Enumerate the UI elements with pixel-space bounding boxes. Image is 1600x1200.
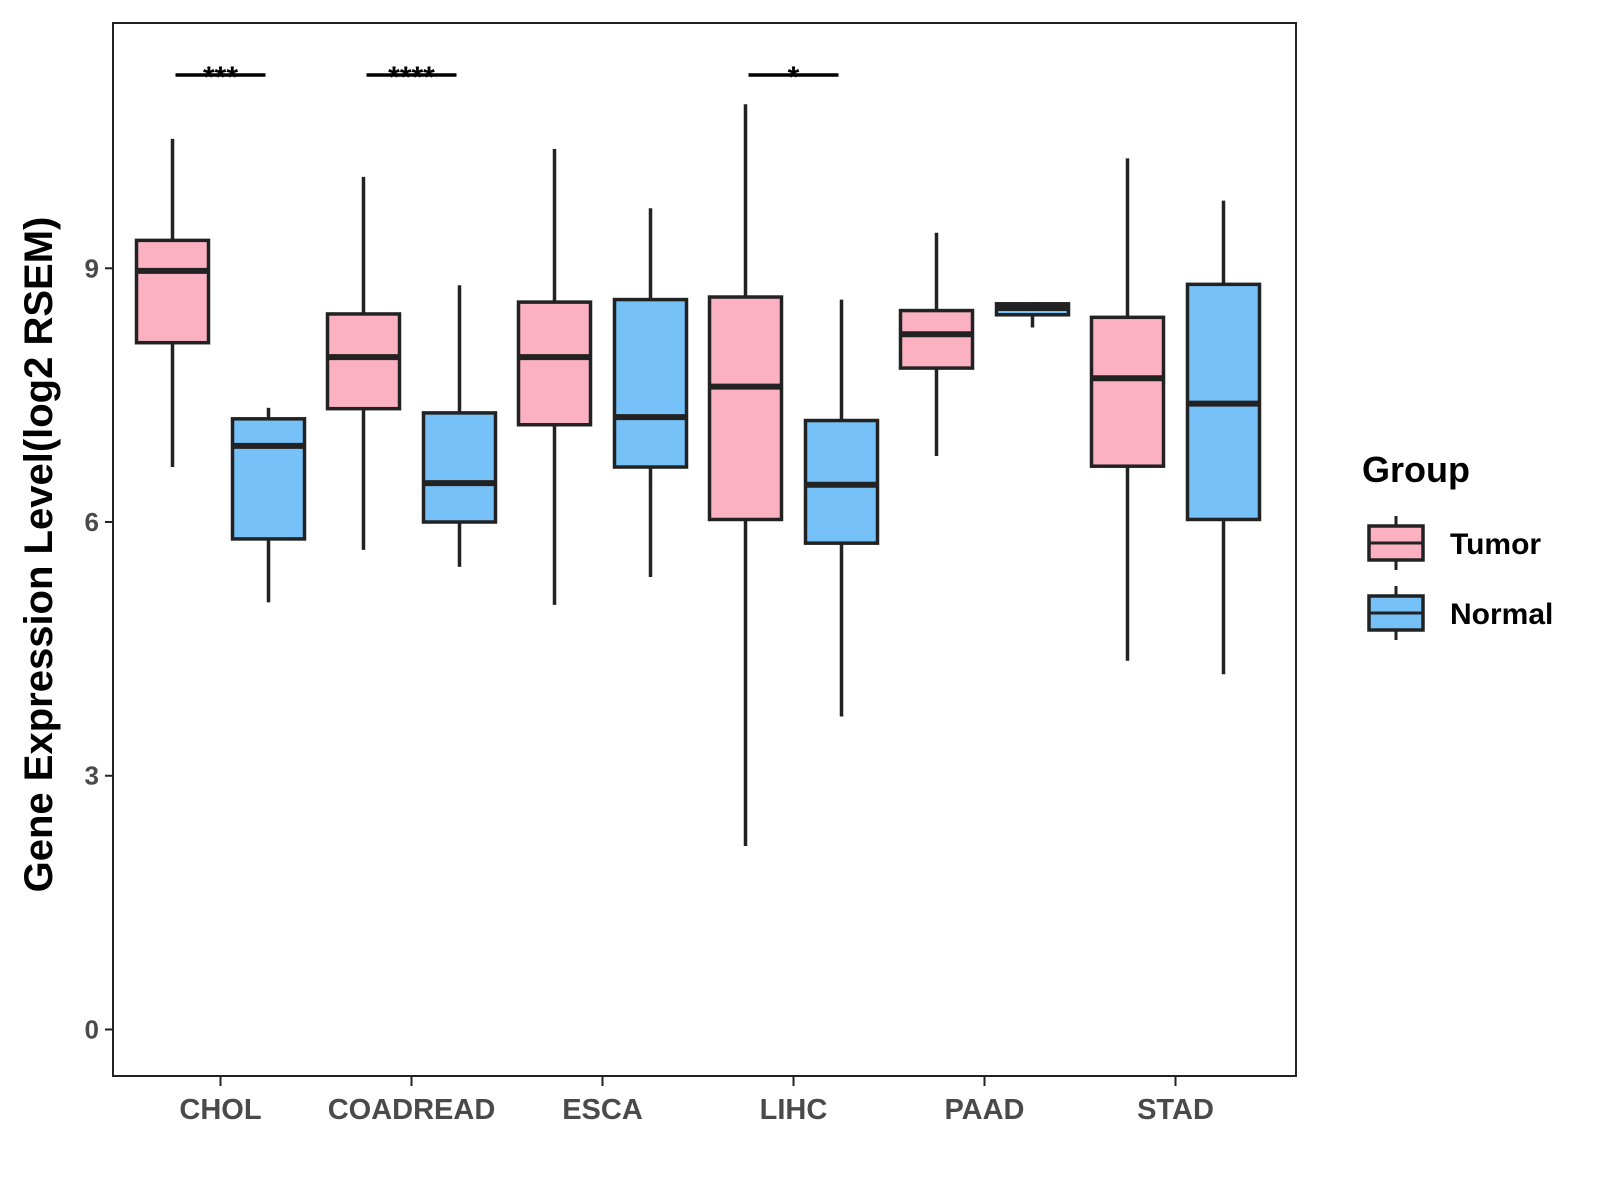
box-tumor-coadread xyxy=(325,176,402,550)
box-body xyxy=(612,297,689,469)
significance-label: * xyxy=(788,61,800,94)
legend-label: Normal xyxy=(1450,598,1553,631)
significance-lihc: * xyxy=(748,61,839,94)
box-body xyxy=(230,417,307,541)
plot-panel xyxy=(112,22,1297,1077)
significance-label: *** xyxy=(203,61,238,94)
box-body xyxy=(1089,315,1166,468)
significance-annotations: *** **** * xyxy=(175,61,839,94)
y-tick-label: 3 xyxy=(85,761,99,791)
y-axis: 0 3 6 9 xyxy=(85,253,113,1044)
x-tick-label: CHOL xyxy=(179,1094,261,1126)
y-axis-label: Gene Expression Level(log2 RSEM) xyxy=(17,217,61,893)
x-tick-label: COADREAD xyxy=(328,1094,496,1126)
legend-label: Tumor xyxy=(1450,528,1541,561)
box-normal-coadread xyxy=(421,285,498,567)
box-body xyxy=(898,308,975,370)
box-tumor-esca xyxy=(516,149,593,605)
box-normal-stad xyxy=(1185,200,1262,675)
x-tick-label: PAAD xyxy=(944,1094,1024,1126)
x-tick-label: ESCA xyxy=(562,1094,643,1126)
y-tick-label: 0 xyxy=(85,1014,99,1044)
box-tumor-paad xyxy=(898,232,975,457)
x-axis: CHOL COADREAD ESCA LIHC PAAD STAD xyxy=(179,1076,1214,1126)
significance-label: **** xyxy=(388,61,435,94)
box-body xyxy=(707,295,784,522)
box-body xyxy=(134,238,211,345)
box-normal-chol xyxy=(230,407,307,603)
legend: Group Tumor Normal xyxy=(1362,449,1553,640)
significance-coadread: **** xyxy=(366,61,457,94)
significance-chol: *** xyxy=(175,61,266,94)
box-tumor-chol xyxy=(134,138,211,468)
legend-entry-normal: Normal xyxy=(1367,586,1553,640)
box-normal-esca xyxy=(612,208,689,577)
box-normal-paad xyxy=(994,302,1071,328)
box-series xyxy=(134,104,1262,846)
y-tick-label: 6 xyxy=(85,507,99,537)
box-body xyxy=(325,312,402,411)
x-tick-label: STAD xyxy=(1137,1094,1214,1126)
y-tick-label: 9 xyxy=(85,253,99,283)
box-tumor-lihc xyxy=(707,104,784,846)
box-body xyxy=(516,300,593,427)
series-normal xyxy=(230,200,1262,717)
x-tick-label: LIHC xyxy=(760,1094,828,1126)
legend-title: Group xyxy=(1362,449,1470,490)
box-tumor-stad xyxy=(1089,158,1166,661)
series-tumor xyxy=(134,104,1166,846)
box-body xyxy=(421,411,498,524)
legend-entry-tumor: Tumor xyxy=(1367,516,1541,570)
box-normal-lihc xyxy=(803,299,880,717)
